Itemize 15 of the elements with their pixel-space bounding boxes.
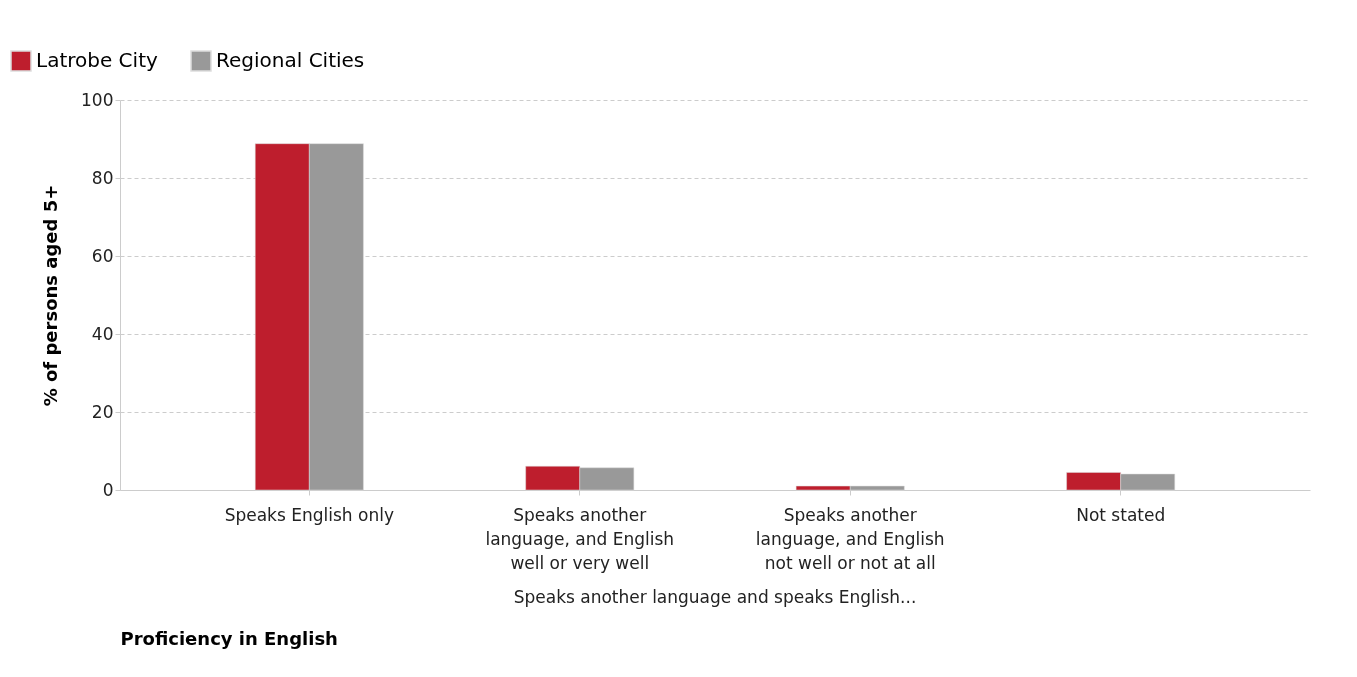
x-tick-label: Speaks another language, and English well or very well [485, 504, 675, 573]
y-tick-label: 0 [102, 479, 114, 500]
text: Speaks another language and speaks English... [513, 587, 917, 607]
y-tick-label: 80 [91, 167, 114, 188]
x-axis-title: Proficiency in English [120, 627, 338, 649]
legend-label: Regional Cities [216, 48, 365, 72]
legend-label: Latrobe City [36, 48, 158, 72]
x-tick-label: Speaks English only [224, 504, 394, 525]
x-tick-label: Speaks another language, and English not well or not at all [755, 504, 945, 573]
y-tick-label: 20 [91, 401, 114, 422]
y-tick-label: 100 [81, 89, 114, 110]
y-tick-label: 60 [91, 245, 114, 266]
y-axis-title: % of persons aged 5+ [40, 184, 62, 407]
y-tick-label: 40 [91, 323, 114, 344]
x-tick-label: Not stated [1076, 504, 1166, 525]
